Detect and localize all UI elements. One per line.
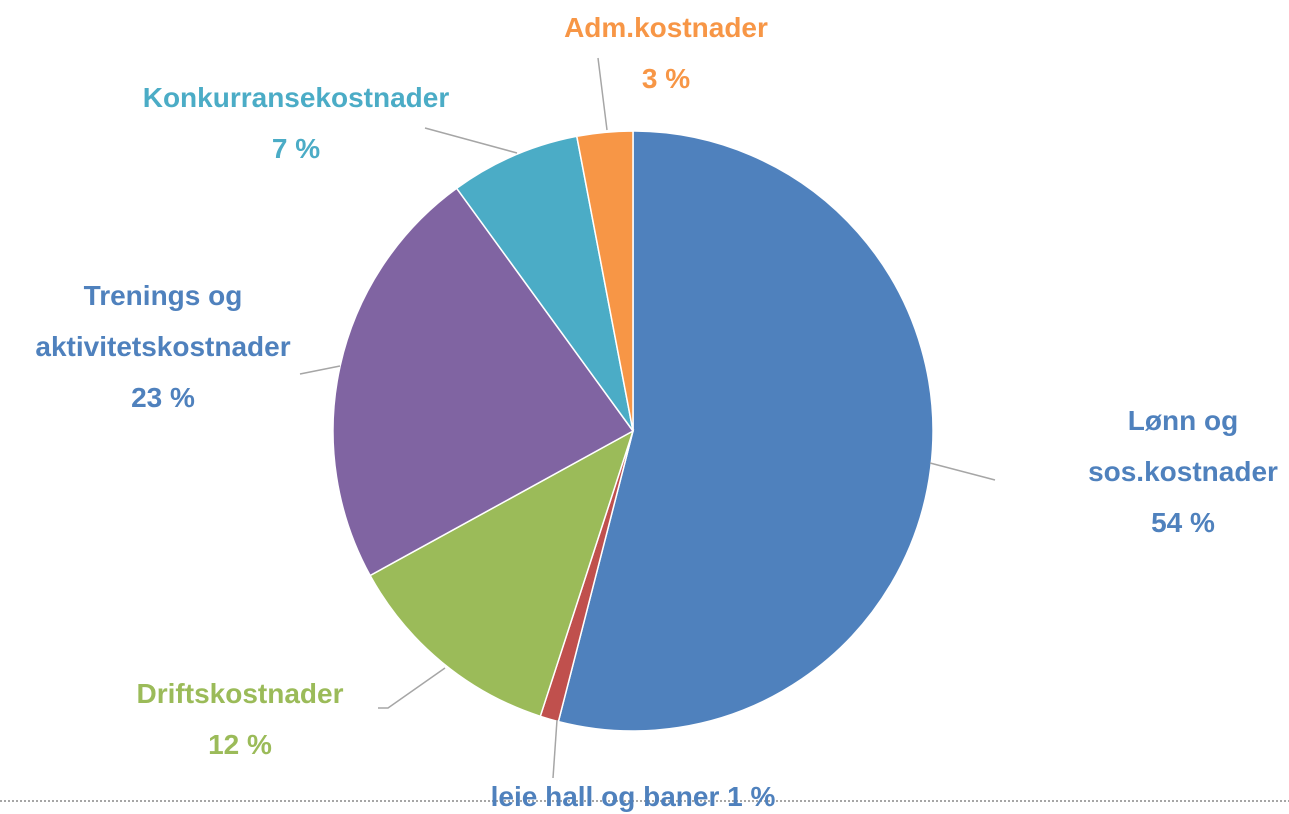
value-label: 7 % (271, 133, 321, 164)
pie-slice (455, 135, 634, 432)
pie-slice (332, 187, 635, 577)
slice-label: Lønn og sos.kostnader 54 % (1063, 395, 1289, 548)
category-label: Lønn og sos.kostnader (1088, 405, 1278, 487)
slice-label: Konkurransekostnader 7 % (66, 72, 526, 174)
leader-line (552, 719, 558, 779)
category-label: Trenings og aktivitetskostnader (35, 280, 291, 362)
slice-label: leie hall og baner 1 % (383, 771, 883, 814)
slice-label: Adm.kostnader 3 % (516, 2, 816, 104)
leader-line (299, 365, 341, 375)
category-label: Driftskostnader (136, 678, 344, 709)
slice-label: Driftskostnader 12 % (60, 668, 420, 770)
pie-slice (369, 429, 635, 718)
pie-slice (557, 130, 934, 732)
value-label: 23 % (131, 382, 195, 413)
leader-line (597, 57, 608, 131)
value-label: 1 % (727, 781, 776, 812)
slice-label: Trenings og aktivitetskostnader 23 % (3, 270, 323, 423)
leader-line (424, 127, 518, 154)
value-label: 54 % (1151, 507, 1215, 538)
pie-slice (575, 130, 634, 432)
leader-line (929, 462, 996, 481)
category-label: Adm.kostnader (564, 12, 768, 43)
category-label: Konkurransekostnader (142, 82, 450, 113)
value-label: 3 % (641, 63, 691, 94)
leader-line (378, 667, 446, 709)
value-label: 12 % (208, 729, 272, 760)
category-label: leie hall og baner (490, 781, 720, 812)
